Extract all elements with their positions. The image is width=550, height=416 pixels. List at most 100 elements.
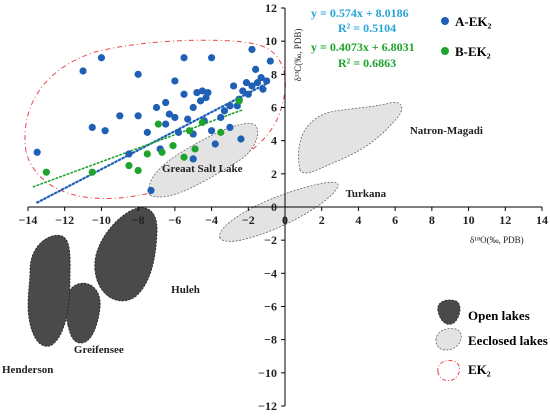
y-tick-label: −12 xyxy=(258,399,277,413)
x-axis-title: δ¹⁸O(‰, PDB) xyxy=(470,235,524,245)
series-a-point xyxy=(125,150,133,158)
series-a-point xyxy=(248,82,256,90)
series-a-point xyxy=(152,103,161,112)
region-label: Natron-Magadi xyxy=(410,125,483,137)
series-a-point xyxy=(79,67,87,75)
legend-ek2-label: EK₂ xyxy=(468,362,491,377)
series-a-point xyxy=(211,140,219,148)
x-tick-label: −4 xyxy=(205,213,218,227)
series-b-point xyxy=(198,118,206,127)
series-a-point xyxy=(207,54,216,62)
series-a-point xyxy=(266,57,274,65)
region-label: Turkana xyxy=(346,188,387,200)
y-tick-label: 10 xyxy=(265,34,277,48)
series-b-point xyxy=(88,168,96,176)
legend-enclosed-lakes-swatch xyxy=(435,328,462,351)
series-a-point xyxy=(162,98,170,107)
series-b-point xyxy=(143,150,151,158)
series-b-point xyxy=(125,161,133,170)
x-tick-label: 0 xyxy=(282,213,288,227)
series-a-point xyxy=(253,79,262,87)
series-a-point xyxy=(220,107,229,115)
x-tick-label: −2 xyxy=(242,213,255,227)
x-ticks: −14 −12 −10 −8 −6 −4 −2 0 2 4 6 8 10 12 14 xyxy=(19,207,548,227)
series-b-marker xyxy=(441,47,449,55)
shape-legend: Open lakes Eeclosed lakes EK₂ xyxy=(435,299,548,381)
natron-magadi-shape xyxy=(298,101,403,174)
series-a-point xyxy=(252,65,260,73)
region-annotations: Greaat Salt Lake Natron-Magadi Turkana Hule… xyxy=(2,125,483,376)
series-a-point xyxy=(204,88,212,97)
turkana-shape xyxy=(219,181,339,242)
region-label: Henderson xyxy=(2,364,53,376)
series-b-point xyxy=(217,128,225,136)
series-a-point xyxy=(184,115,192,123)
series-a-point xyxy=(171,113,179,122)
y-tick-label: 2 xyxy=(271,167,277,181)
y-axis-title: δ¹³C(‰, PDB) xyxy=(293,29,303,82)
series-a-point xyxy=(165,110,173,118)
legend-ek2-swatch xyxy=(437,359,460,381)
series-a-marker xyxy=(441,17,449,25)
series-a-point xyxy=(237,135,245,143)
series-a-point xyxy=(189,103,197,112)
henderson-shape xyxy=(27,234,71,347)
series-a-point xyxy=(263,77,271,85)
series-a-point xyxy=(116,112,124,120)
x-tick-label: −10 xyxy=(92,213,111,227)
series-a-point xyxy=(257,74,265,82)
series-a-equation: y = 0.574x + 8.0186 xyxy=(311,6,409,20)
x-tick-label: 2 xyxy=(319,213,325,227)
series-a-point xyxy=(189,155,197,163)
series-a-point xyxy=(226,123,234,131)
data-points xyxy=(33,45,274,195)
series-a-point xyxy=(193,88,201,97)
series-a-point xyxy=(134,112,142,120)
series-a-point xyxy=(239,87,247,95)
legend-open-lakes-swatch xyxy=(437,299,461,325)
y-tick-label: 0 xyxy=(271,200,277,214)
series-b-point xyxy=(185,127,194,135)
series-b-name: B-EK₂ xyxy=(455,44,491,59)
series-a-point xyxy=(226,102,234,110)
y-tick-label: 6 xyxy=(271,101,277,115)
trendline-b xyxy=(32,108,244,188)
series-b-point xyxy=(134,166,142,175)
y-tick-label: −4 xyxy=(264,266,277,280)
series-b-point xyxy=(158,148,166,156)
series-a-point xyxy=(230,82,238,90)
y-tick-label: −6 xyxy=(264,300,277,314)
series-a-point xyxy=(248,45,256,54)
x-tick-label: −6 xyxy=(168,213,181,227)
greifensee-shape xyxy=(64,282,101,344)
series-b-point xyxy=(169,142,177,150)
y-tick-label: −8 xyxy=(264,333,277,347)
series-a-point xyxy=(180,54,188,62)
series-b-point xyxy=(191,145,199,153)
series-a-point xyxy=(134,70,142,78)
y-tick-label: 4 xyxy=(271,134,277,148)
series-b-point xyxy=(180,153,188,161)
region-label: Huleh xyxy=(171,284,200,296)
series-b-equation: y = 0.4073x + 6.8031 xyxy=(311,40,415,54)
x-tick-label: 4 xyxy=(355,213,361,227)
series-a-point xyxy=(143,128,151,136)
series-a-point xyxy=(259,85,267,93)
huleh-shape xyxy=(94,207,158,302)
series-a-point xyxy=(198,87,206,95)
x-tick-label: −8 xyxy=(132,213,145,227)
series-b-point xyxy=(154,120,162,128)
series-a-point xyxy=(180,90,188,98)
series-a-point xyxy=(88,123,96,131)
series-legend: y = 0.574x + 8.0186 R² = 0.5104 A-EK₂ y … xyxy=(311,6,492,70)
x-tick-label: 14 xyxy=(536,213,548,227)
region-shapes xyxy=(24,39,403,347)
y-ticks: 12 10 8 6 4 2 0 −2 −4 −6 −8 −10 −12 xyxy=(258,1,285,413)
x-tick-label: 10 xyxy=(463,213,475,227)
series-b-point xyxy=(42,168,50,176)
series-a-name: A-EK₂ xyxy=(455,14,492,29)
series-a-point xyxy=(171,77,179,85)
series-a-point xyxy=(162,120,170,128)
series-b-r2: R² = 0.6863 xyxy=(338,56,396,70)
